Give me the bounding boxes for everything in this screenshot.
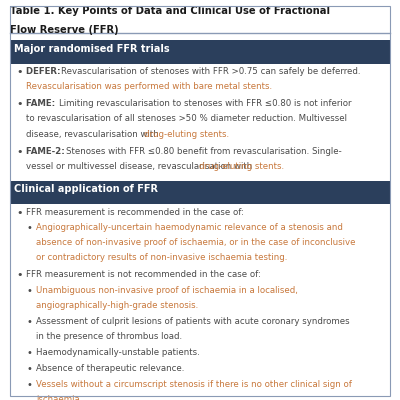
Text: •: •	[16, 208, 22, 218]
Text: •: •	[16, 270, 22, 280]
Text: Unambiguous non-invasive proof of ischaemia in a localised,: Unambiguous non-invasive proof of ischae…	[36, 286, 298, 295]
Text: •: •	[26, 286, 32, 296]
Text: •: •	[26, 380, 32, 390]
Text: Revascularisation of stenoses with FFR >0.75 can safely be deferred.: Revascularisation of stenoses with FFR >…	[61, 67, 361, 76]
Text: Limiting revascularisation to stenoses with FFR ≤0.80 is not inferior: Limiting revascularisation to stenoses w…	[59, 99, 351, 108]
Text: absence of non-invasive proof of ischaemia, or in the case of inconclusive: absence of non-invasive proof of ischaem…	[36, 238, 356, 247]
Text: FFR measurement is recommended in the case of:: FFR measurement is recommended in the ca…	[26, 208, 244, 217]
Text: •: •	[26, 364, 32, 374]
Text: ischaemia.: ischaemia.	[36, 395, 82, 400]
Text: •: •	[26, 348, 32, 358]
Text: in the presence of thrombus load.: in the presence of thrombus load.	[36, 332, 182, 341]
Text: •: •	[26, 223, 32, 233]
Text: Revascularisation was performed with bare metal stents.: Revascularisation was performed with bar…	[26, 82, 272, 91]
Bar	[10, 181, 390, 204]
Text: DEFER:: DEFER:	[26, 67, 64, 76]
Text: FAME:: FAME:	[26, 99, 58, 108]
Text: Flow Reserve (FFR): Flow Reserve (FFR)	[10, 25, 119, 35]
Text: Clinical application of FFR: Clinical application of FFR	[14, 184, 158, 194]
Text: FAME-2:: FAME-2:	[26, 147, 68, 156]
Text: drug-eluting stents.: drug-eluting stents.	[144, 130, 229, 139]
Text: •: •	[16, 147, 22, 157]
Text: drug-eluting stents.: drug-eluting stents.	[199, 162, 284, 171]
Text: to revascularisation of all stenoses >50 % diameter reduction. Multivessel: to revascularisation of all stenoses >50…	[26, 114, 347, 124]
Text: Major randomised FFR trials: Major randomised FFR trials	[14, 44, 170, 54]
Text: Assessment of culprit lesions of patients with acute coronary syndromes: Assessment of culprit lesions of patient…	[36, 317, 350, 326]
Text: Angiographically-uncertain haemodynamic relevance of a stenosis and: Angiographically-uncertain haemodynamic …	[36, 223, 343, 232]
Text: Stenoses with FFR ≤0.80 benefit from revascularisation. Single-: Stenoses with FFR ≤0.80 benefit from rev…	[66, 147, 342, 156]
Text: •: •	[16, 67, 22, 77]
Text: •: •	[16, 99, 22, 109]
Text: disease, revascularisation with: disease, revascularisation with	[26, 130, 162, 139]
Bar	[10, 40, 390, 64]
Text: FFR measurement is not recommended in the case of:: FFR measurement is not recommended in th…	[26, 270, 261, 280]
Text: vessel or multivessel disease, revascularisation with: vessel or multivessel disease, revascula…	[26, 162, 255, 171]
Text: Absence of therapeutic relevance.: Absence of therapeutic relevance.	[36, 364, 184, 373]
Text: Haemodynamically-unstable patients.: Haemodynamically-unstable patients.	[36, 348, 200, 357]
Text: •: •	[26, 317, 32, 327]
Text: or contradictory results of non-invasive ischaemia testing.: or contradictory results of non-invasive…	[36, 253, 287, 262]
Text: angiographically-high-grade stenosis.: angiographically-high-grade stenosis.	[36, 301, 198, 310]
Text: Vessels without a circumscript stenosis if there is no other clinical sign of: Vessels without a circumscript stenosis …	[36, 380, 352, 389]
Text: Table 1. Key Points of Data and Clinical Use of Fractional: Table 1. Key Points of Data and Clinical…	[10, 6, 330, 16]
